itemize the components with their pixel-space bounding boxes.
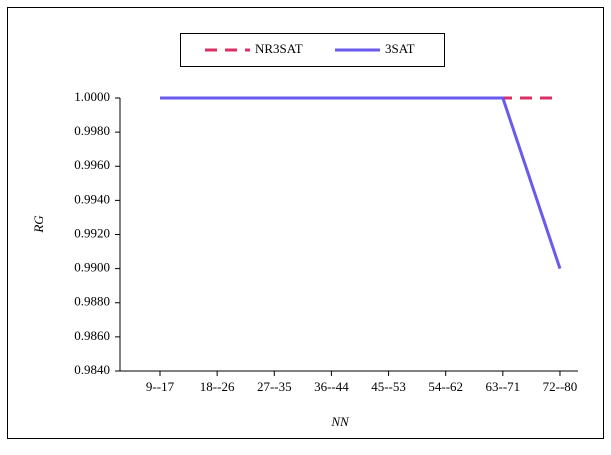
y-tick-label: 0.9880: [74, 294, 110, 309]
y-axis-label: RG: [31, 215, 46, 234]
x-tick-label: 36--44: [314, 379, 349, 394]
x-tick-label: 63--71: [486, 379, 521, 394]
x-tick-label: 9--17: [146, 379, 175, 394]
x-tick-label: 18--26: [200, 379, 235, 394]
x-tick-label: 45--53: [371, 379, 406, 394]
y-tick-label: 0.9960: [74, 157, 110, 172]
y-tick-label: 0.9840: [74, 362, 110, 377]
x-tick-label: 27--35: [257, 379, 292, 394]
series-line: [160, 96, 562, 270]
legend-label: NR3SAT: [255, 41, 303, 56]
legend-box: [180, 33, 445, 67]
y-tick-label: 0.9920: [74, 225, 110, 240]
legend-label: 3SAT: [385, 41, 415, 56]
y-tick-label: 0.9980: [74, 123, 110, 138]
x-tick-label: 54--62: [428, 379, 463, 394]
x-tick-label: 72--80: [543, 379, 578, 394]
x-axis-label: NN: [330, 414, 350, 429]
y-tick-label: 0.9900: [74, 260, 110, 275]
y-tick-label: 0.9860: [74, 328, 110, 343]
chart-border: [7, 7, 604, 439]
y-tick-label: 0.9940: [74, 191, 110, 206]
y-tick-label: 1.0000: [74, 89, 110, 104]
